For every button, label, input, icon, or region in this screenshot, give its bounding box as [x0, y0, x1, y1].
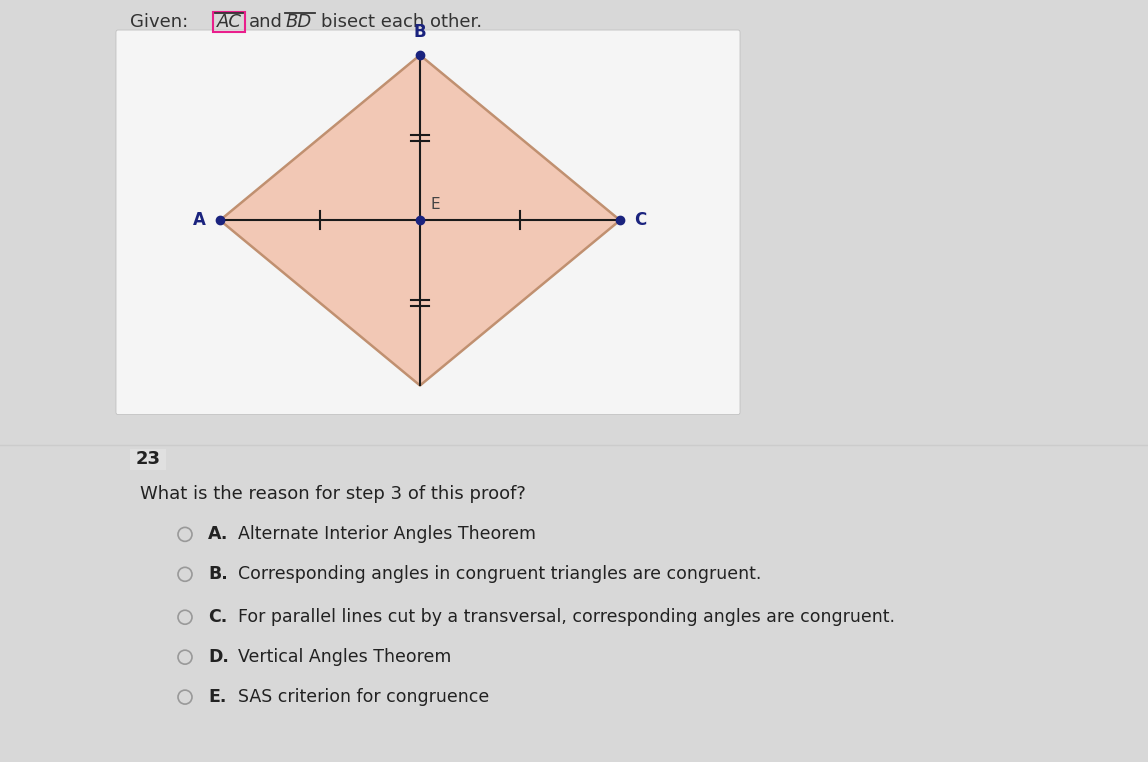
Text: Vertical Angles Theorem: Vertical Angles Theorem: [238, 648, 451, 666]
Text: Given:: Given:: [130, 13, 188, 31]
Text: bisect each other.: bisect each other.: [321, 13, 482, 31]
Text: Alternate Interior Angles Theorem: Alternate Interior Angles Theorem: [238, 525, 536, 543]
Bar: [130, 449, 166, 470]
Bar: [214, 12, 245, 32]
FancyBboxPatch shape: [116, 30, 740, 415]
Text: AC: AC: [217, 13, 241, 31]
Text: B: B: [413, 23, 426, 41]
Text: 23: 23: [135, 450, 161, 469]
Text: D.: D.: [208, 648, 228, 666]
Text: C: C: [634, 211, 646, 229]
Text: SAS criterion for congruence: SAS criterion for congruence: [238, 688, 489, 706]
Text: B.: B.: [208, 565, 227, 583]
Text: C.: C.: [208, 608, 227, 626]
Text: What is the reason for step 3 of this proof?: What is the reason for step 3 of this pr…: [140, 485, 526, 504]
Text: A.: A.: [208, 525, 228, 543]
Text: A: A: [193, 211, 205, 229]
Text: For parallel lines cut by a transversal, corresponding angles are congruent.: For parallel lines cut by a transversal,…: [238, 608, 895, 626]
Text: Corresponding angles in congruent triangles are congruent.: Corresponding angles in congruent triang…: [238, 565, 761, 583]
Text: E: E: [430, 197, 440, 213]
Text: BD: BD: [286, 13, 312, 31]
Text: E.: E.: [208, 688, 226, 706]
Text: and: and: [249, 13, 282, 31]
Polygon shape: [220, 55, 620, 386]
